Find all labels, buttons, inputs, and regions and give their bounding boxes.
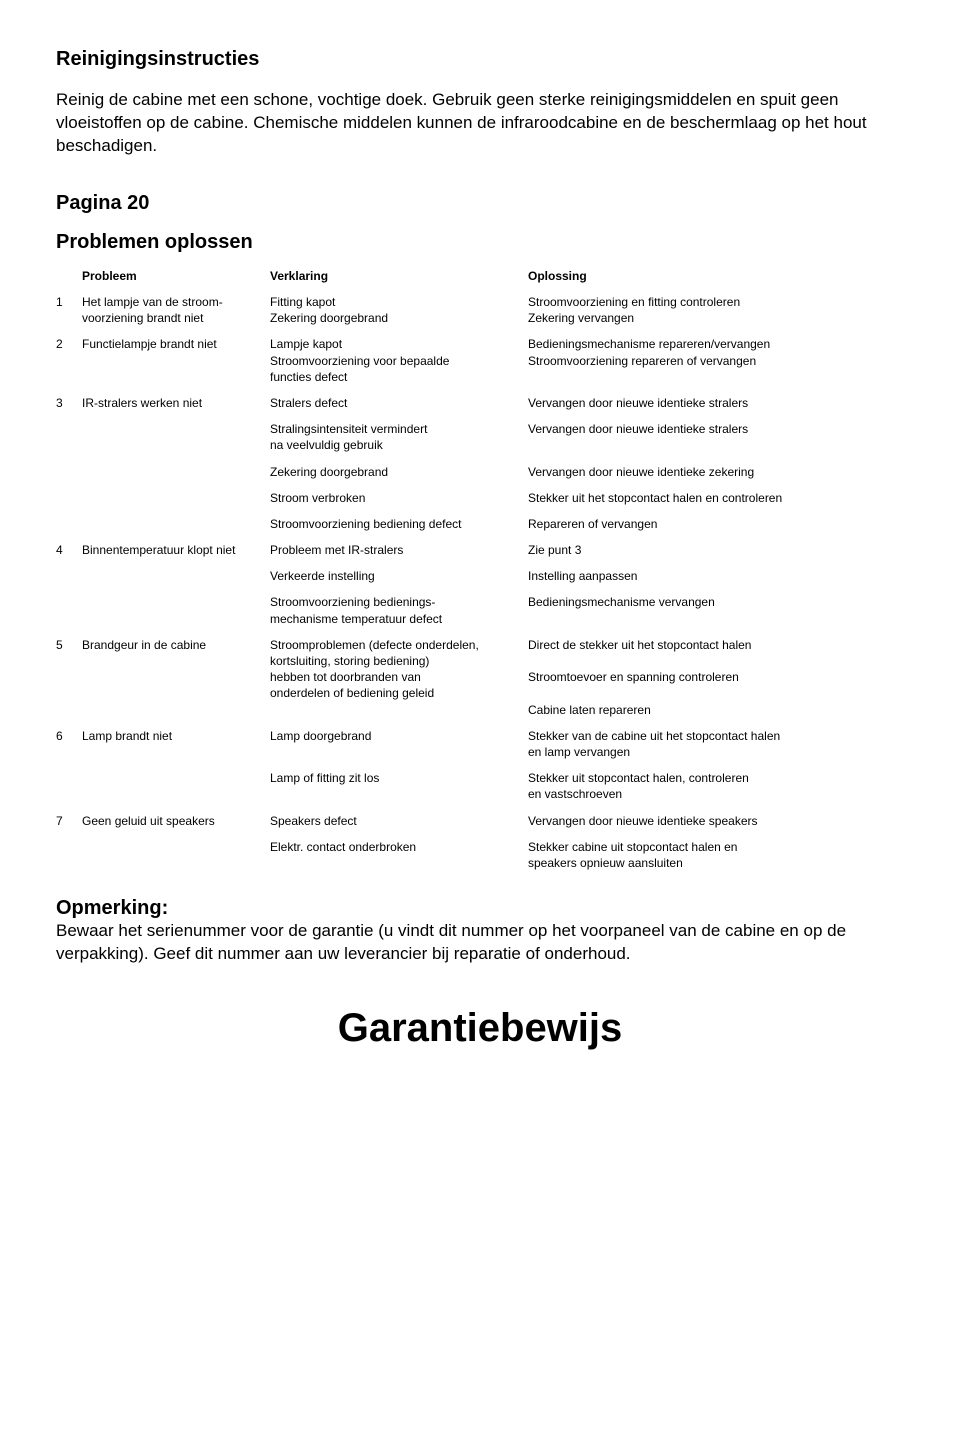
section-heading: Problemen oplossen [56,231,904,254]
th-problem: Probleem [82,268,270,284]
table-subrow: Lamp of fitting zit losStekker uit stopc… [56,770,904,802]
note-heading: Opmerking: [56,897,904,920]
table-subrow: Verkeerde instellingInstelling aanpassen [56,568,904,584]
table-subrow: Stroom verbrokenStekker uit het stopcont… [56,490,904,506]
doc-title: Reinigingsinstructies [56,48,904,71]
table-row: 5Brandgeur in de cabineStroomproblemen (… [56,637,904,718]
table-row: 4Binnentemperatuur klopt nietProbleem me… [56,542,904,558]
th-solution: Oplossing [528,268,904,284]
warranty-title: Garantiebewijs [56,1006,904,1051]
table-row: 2Functielampje brandt nietLampje kapot S… [56,336,904,385]
table-row: 1Het lampje van de stroom- voorziening b… [56,294,904,326]
table-row: 3IR-stralers werken nietStralers defectV… [56,395,904,411]
note-text: Bewaar het serienummer voor de garantie … [56,920,904,966]
table-subrow: Elektr. contact onderbrokenStekker cabin… [56,839,904,871]
table-subrow: Stralingsintensiteit vermindert na veelv… [56,421,904,453]
table-row: 7Geen geluid uit speakersSpeakers defect… [56,813,904,829]
troubleshoot-table: Probleem Verklaring Oplossing 1Het lampj… [56,268,904,871]
table-row: 6Lamp brandt nietLamp doorgebrandStekker… [56,728,904,760]
table-subrow: Zekering doorgebrandVervangen door nieuw… [56,464,904,480]
intro-paragraph: Reinig de cabine met een schone, vochtig… [56,89,904,158]
table-subrow: Stroomvoorziening bediening defectRepare… [56,516,904,532]
page-heading: Pagina 20 [56,192,904,215]
table-subrow: Stroomvoorziening bedienings- mechanisme… [56,594,904,626]
th-explanation: Verklaring [270,268,528,284]
